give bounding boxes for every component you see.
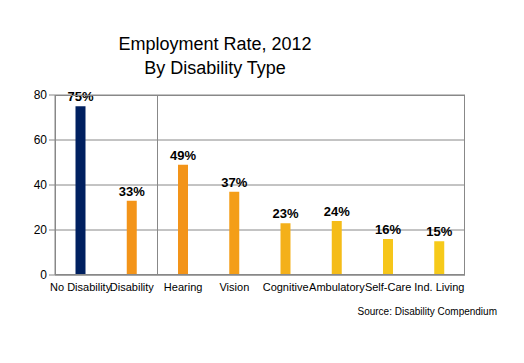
svg-text:Cognitive: Cognitive [263, 281, 309, 293]
svg-text:24%: 24% [324, 204, 350, 219]
svg-text:Disability: Disability [110, 281, 155, 293]
svg-text:15%: 15% [426, 224, 452, 239]
svg-text:49%: 49% [170, 148, 196, 163]
svg-text:0: 0 [40, 268, 47, 282]
svg-text:Hearing: Hearing [164, 281, 203, 293]
svg-text:40: 40 [34, 178, 48, 192]
svg-text:Ind. Living: Ind. Living [414, 281, 464, 293]
svg-text:80: 80 [34, 88, 48, 102]
svg-text:60: 60 [34, 133, 48, 147]
svg-text:23%: 23% [272, 206, 298, 221]
svg-text:Vision: Vision [219, 281, 249, 293]
html-text:Employment Rate, 2012: Employment Rate, 2012 [118, 34, 312, 54]
svg-text:37%: 37% [221, 175, 247, 190]
svg-text:75%: 75% [67, 89, 93, 104]
svg-text:Self-Care: Self-Care [365, 281, 411, 293]
html-text:By Disability Type: By Disability Type [144, 58, 286, 78]
svg-text:33%: 33% [119, 184, 145, 199]
svg-text:Ambulatory: Ambulatory [309, 281, 365, 293]
svg-text:20: 20 [34, 223, 48, 237]
html-text:Source: Disability Compendium: Source: Disability Compendium [357, 306, 497, 317]
svg-text:No Disability: No Disability [50, 281, 112, 293]
svg-text:16%: 16% [375, 222, 401, 237]
